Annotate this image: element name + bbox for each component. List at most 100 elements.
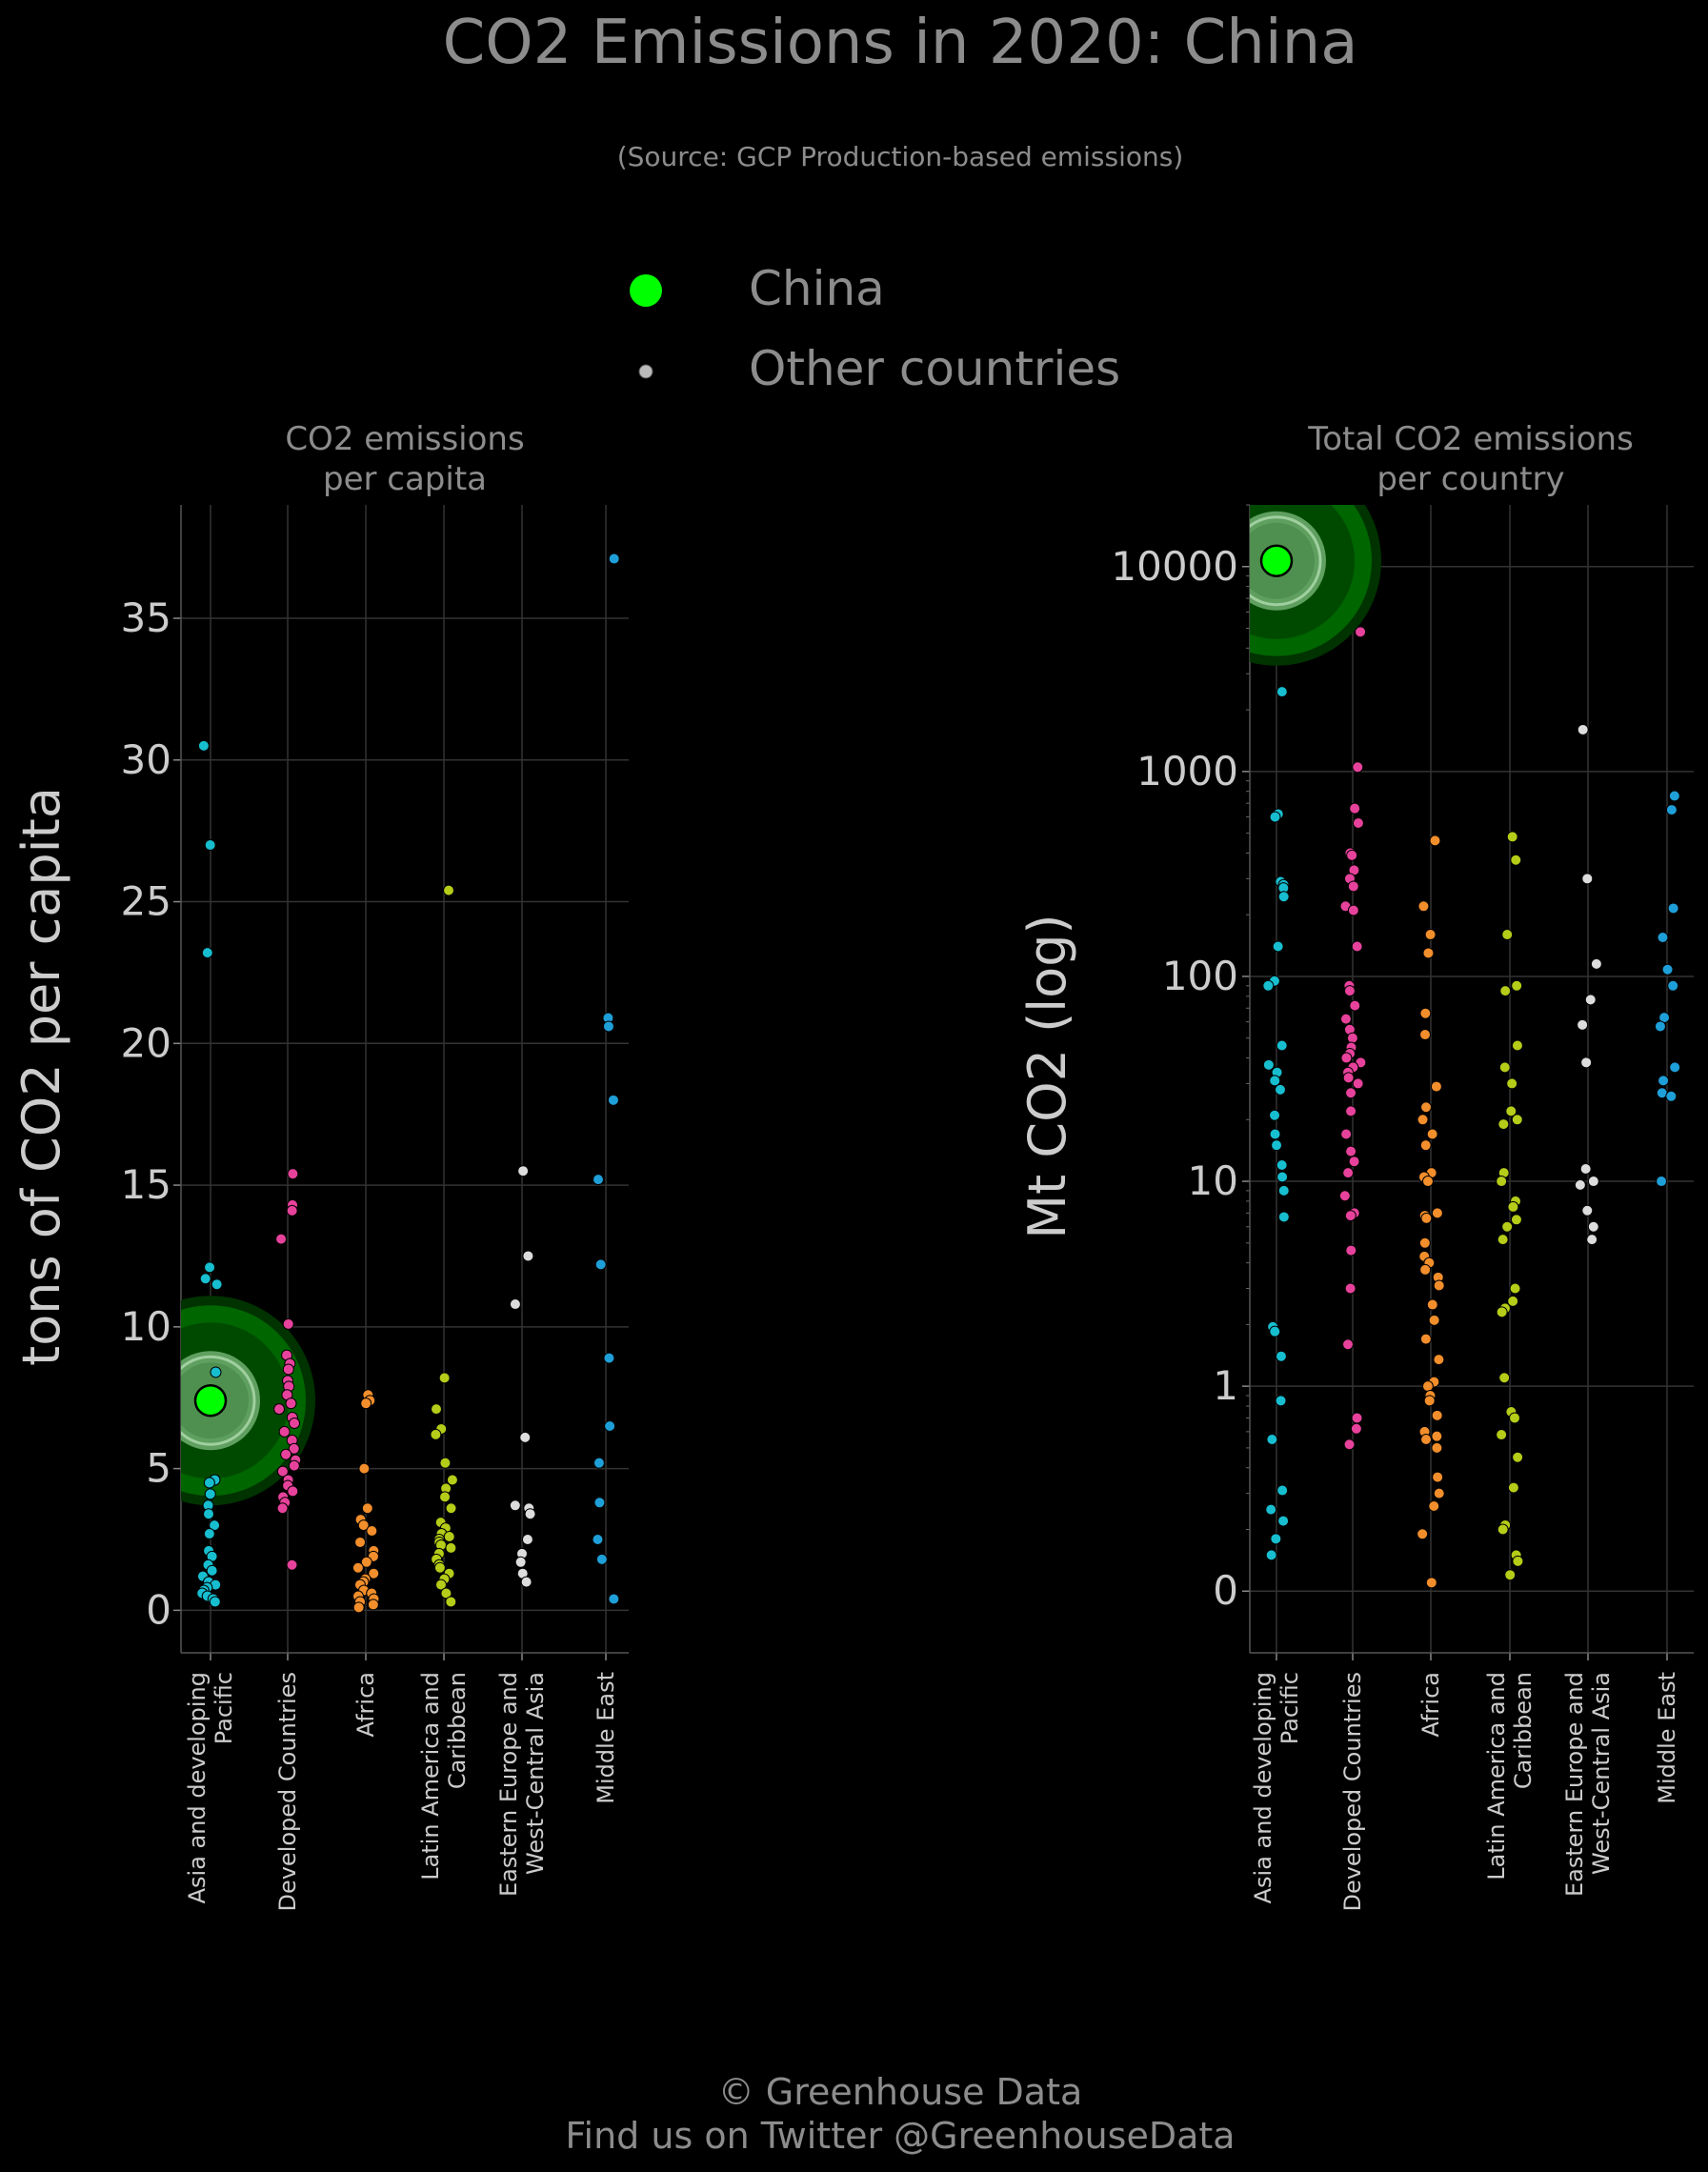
data-point <box>352 1561 364 1574</box>
data-point <box>1431 1430 1443 1442</box>
data-point <box>1504 1569 1517 1581</box>
panel-title: CO2 emissions per capita <box>285 420 524 498</box>
data-point <box>1665 804 1678 816</box>
y-tick-label: 15 <box>121 1161 171 1208</box>
data-point <box>1269 1325 1281 1337</box>
data-point <box>1433 1487 1445 1499</box>
data-point <box>209 1596 221 1608</box>
data-point <box>1347 880 1359 893</box>
x-tick-label: Africa <box>1417 1672 1444 1737</box>
data-point <box>1587 1220 1599 1233</box>
data-point <box>445 1502 457 1515</box>
data-point <box>520 1576 532 1588</box>
data-point <box>203 1508 215 1520</box>
data-point <box>1274 1083 1286 1096</box>
data-point <box>1426 1128 1438 1140</box>
data-point <box>1431 1441 1443 1454</box>
china-point <box>193 1383 228 1418</box>
data-point <box>1277 1211 1290 1223</box>
data-point <box>443 884 455 896</box>
data-point <box>1658 1075 1670 1087</box>
x-tick-label: Middle East <box>593 1672 619 1804</box>
x-tick-label: Middle East <box>1654 1672 1680 1804</box>
data-point <box>1276 1159 1288 1172</box>
data-point <box>1343 985 1356 997</box>
y-tick-label: 20 <box>121 1019 171 1066</box>
data-point <box>1584 994 1597 1006</box>
data-point <box>1277 1184 1290 1197</box>
data-point <box>287 1485 299 1498</box>
data-point <box>1272 940 1284 953</box>
data-point <box>204 839 216 852</box>
x-tick-label: Asia and developingPacific <box>1250 1672 1303 1903</box>
data-point <box>608 1593 620 1605</box>
data-point <box>357 1519 370 1532</box>
data-point <box>1419 1333 1432 1345</box>
y-tick-label: 5 <box>146 1445 171 1492</box>
y-tick-label: 0 <box>1213 1567 1238 1614</box>
y-tick-label: 100 <box>1162 953 1238 999</box>
data-point <box>1345 1244 1357 1257</box>
data-point <box>275 1233 288 1245</box>
data-point <box>1498 1372 1511 1384</box>
x-tick-label-line: Caribbean <box>444 1672 471 1789</box>
data-point <box>278 1425 291 1438</box>
data-point <box>1270 1533 1282 1545</box>
data-point <box>289 1418 301 1429</box>
data-point <box>1276 1484 1289 1497</box>
x-tick-label-line: West-Central Asia <box>1588 1672 1615 1875</box>
data-point <box>352 1601 365 1614</box>
data-point <box>1420 1212 1433 1224</box>
data-point <box>1352 761 1364 774</box>
x-tick-label-line: Latin America and <box>417 1672 444 1880</box>
data-point <box>1347 904 1359 916</box>
data-point <box>1277 1515 1290 1527</box>
x-tick-label-line: Latin America and <box>1483 1672 1510 1880</box>
data-point <box>1496 1429 1508 1441</box>
data-point <box>1497 1234 1509 1246</box>
data-point <box>280 1448 292 1460</box>
data-point <box>282 1317 294 1330</box>
data-point <box>1581 1204 1594 1217</box>
data-point <box>1580 1056 1593 1069</box>
data-point <box>604 1419 616 1432</box>
x-tick-label: Developed Countries <box>1339 1672 1366 1912</box>
panel-title-line: per capita <box>323 460 487 498</box>
panel-title: Total CO2 emissions per country <box>1307 420 1634 498</box>
highlight-glow-ring <box>181 1355 256 1446</box>
x-tick-label-line: Developed Countries <box>1339 1672 1366 1912</box>
data-point <box>211 1278 223 1291</box>
y-tick-label: 30 <box>121 736 171 783</box>
data-point <box>1425 1577 1437 1589</box>
data-point <box>1577 723 1589 735</box>
data-point <box>593 1457 605 1469</box>
data-point <box>276 1465 289 1478</box>
highlight-glow-ring <box>1250 515 1322 607</box>
data-point <box>595 1553 608 1565</box>
data-point <box>522 1250 534 1262</box>
data-point <box>1422 947 1435 959</box>
data-point <box>287 1168 299 1180</box>
x-tick-label: Asia and developingPacific <box>184 1672 237 1903</box>
x-tick-label-line: Developed Countries <box>274 1672 301 1912</box>
data-point <box>1507 1481 1519 1494</box>
y-axis-label: tons of CO2 per capita <box>11 787 71 1366</box>
data-point <box>1423 1395 1436 1407</box>
data-point <box>368 1567 380 1579</box>
data-point <box>1276 1171 1289 1183</box>
data-point <box>288 1442 300 1455</box>
data-point <box>1656 1176 1668 1188</box>
panel-title-line: CO2 emissions <box>285 420 524 458</box>
data-point <box>1510 1214 1522 1226</box>
data-point <box>210 1366 222 1378</box>
y-tick-label: 1 <box>1213 1362 1238 1409</box>
data-point <box>438 1372 451 1384</box>
data-point <box>366 1525 378 1538</box>
data-point <box>1340 1128 1353 1140</box>
data-point <box>1496 1176 1508 1188</box>
data-point <box>594 1258 607 1271</box>
data-point <box>430 1428 442 1440</box>
data-point <box>1506 831 1518 843</box>
data-point <box>1506 1077 1518 1090</box>
data-point <box>1417 1528 1429 1540</box>
